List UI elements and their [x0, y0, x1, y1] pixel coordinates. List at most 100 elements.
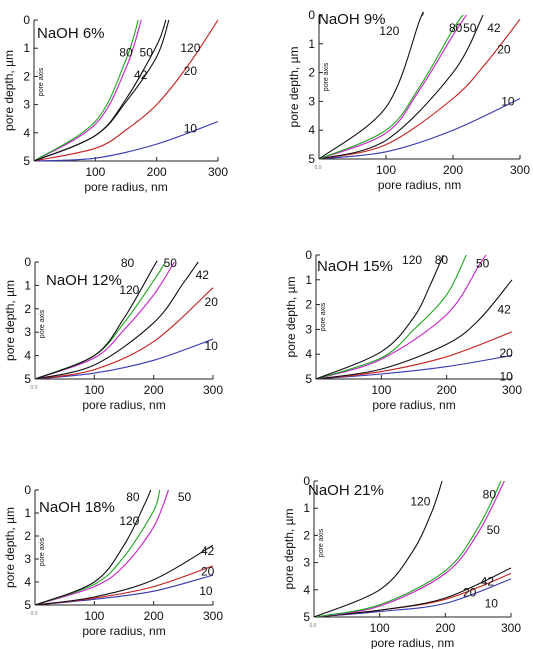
- x-axis-title: pore radius, nm: [82, 398, 165, 412]
- y-tick-label: 1: [303, 501, 310, 515]
- y-tick-label: 4: [24, 575, 31, 589]
- x-tick-label: 200: [435, 621, 455, 635]
- series-line-shadow: [34, 338, 214, 380]
- curve-label-42: 42: [134, 68, 148, 82]
- x-tick-label: 200: [144, 383, 164, 397]
- y-tick-label: 3: [24, 552, 31, 566]
- y-tick-label: 0: [23, 13, 30, 27]
- axis-note: pore axis: [38, 67, 45, 96]
- curve-label-50: 50: [164, 256, 178, 270]
- series-line-10: [315, 354, 513, 380]
- y-axis-title: pore depth, µm: [3, 507, 17, 588]
- curve-label-50: 50: [178, 490, 192, 504]
- x-tick-label: 100: [371, 383, 391, 397]
- x-tick-label: 300: [502, 383, 522, 397]
- chart-panel-2: 0 1 2 3 4 5 100 200 300 0.0 pore radius, nm pore de…: [287, 8, 530, 192]
- series-line-42: [313, 567, 512, 618]
- series-line-50: [318, 14, 467, 160]
- panel-title: NaOH 21%: [308, 482, 384, 499]
- curve-label-120: 120: [180, 41, 200, 55]
- y-tick-label: 1: [24, 278, 31, 292]
- series-line-80: [313, 480, 502, 618]
- x-tick-label: 300: [510, 163, 530, 177]
- y-tick-label: 1: [308, 37, 315, 51]
- series-line-20: [34, 287, 214, 380]
- chart-panel-1: 0 1 2 3 4 5 100 200 300 pore radius, nm pore depth…: [2, 13, 228, 194]
- series-line-120: [34, 260, 158, 380]
- series-line-50: [34, 489, 170, 606]
- y-tick-label: 4: [23, 126, 30, 140]
- curve-label-20: 20: [463, 586, 477, 600]
- series-line-42: [34, 544, 214, 606]
- x-tick-label: 100: [84, 383, 104, 397]
- x-tick-label: 300: [501, 621, 521, 635]
- series-line-120: [33, 19, 167, 162]
- y-tick-label: 1: [305, 273, 312, 287]
- y-axis-title: pore depth, µm: [2, 50, 16, 131]
- x-tick-label: 300: [203, 383, 223, 397]
- curve-label-10: 10: [501, 94, 515, 108]
- x-tick-label: 100: [376, 163, 396, 177]
- x-axis-title: pore radius, nm: [378, 178, 461, 192]
- series-line-shadow: [34, 565, 214, 606]
- curve-label-10: 10: [199, 584, 213, 598]
- series-line-20: [318, 18, 521, 160]
- series-line-20: [315, 331, 513, 380]
- y-tick-label: 4: [303, 583, 310, 597]
- curve-label-42: 42: [497, 303, 511, 317]
- curve-label-10: 10: [485, 596, 499, 610]
- curve-label-80: 80: [449, 21, 463, 35]
- x-tick-label: 200: [147, 165, 167, 179]
- x-axis-title: pore radius, nm: [84, 180, 167, 194]
- y-tick-label: 4: [308, 123, 315, 137]
- y-tick-label: 4: [305, 347, 312, 361]
- x-tick-label: 200: [144, 609, 164, 623]
- panel-title: NaOH 6%: [37, 25, 105, 42]
- y-tick-label: 5: [308, 152, 315, 166]
- y-tick-label: 2: [305, 298, 312, 312]
- series-line-120: [34, 489, 152, 606]
- curve-label-80: 80: [126, 490, 140, 504]
- series-line-10: [34, 338, 214, 380]
- x-axis-title: pore radius, nm: [372, 398, 455, 412]
- y-tick-label: 2: [24, 302, 31, 316]
- y-tick-label: 5: [24, 598, 31, 612]
- origin-tick-label: 0.0: [31, 611, 38, 617]
- x-axis-title: pore radius, nm: [371, 636, 454, 649]
- curve-label-10: 10: [499, 370, 513, 384]
- series-line-20: [33, 19, 219, 162]
- curve-label-10: 10: [205, 339, 219, 353]
- axis-note: pore axis: [39, 309, 46, 338]
- x-tick-label: 100: [85, 165, 105, 179]
- series-line-50: [315, 254, 487, 380]
- curve-label-50: 50: [476, 257, 490, 271]
- y-axis-title: pore depth, µm: [284, 277, 298, 358]
- chart-panel-4: 0 1 2 3 4 5 100 200 300 pore radius, nm pore depth…: [284, 248, 522, 412]
- x-tick-label: 100: [84, 609, 104, 623]
- y-tick-label: 3: [303, 556, 310, 570]
- series-line-42: [34, 261, 199, 380]
- y-tick-label: 5: [305, 372, 312, 386]
- curve-label-42: 42: [196, 268, 210, 282]
- y-tick-label: 4: [24, 349, 31, 363]
- y-tick-label: 1: [24, 506, 31, 520]
- series-line-42: [318, 14, 484, 160]
- curve-label-80: 80: [121, 256, 135, 270]
- series-line-120: [318, 11, 424, 160]
- series-line-10: [318, 98, 521, 160]
- curve-label-120: 120: [119, 283, 139, 297]
- curve-label-20: 20: [205, 295, 219, 309]
- chart-panel-5: 0 1 2 3 4 5 100 200 300 0.0 pore radius, nm pore de…: [3, 483, 223, 638]
- curve-label-20: 20: [184, 64, 198, 78]
- x-tick-label: 200: [437, 383, 457, 397]
- curve-label-80: 80: [119, 45, 133, 59]
- panel-title: NaOH 15%: [317, 258, 393, 275]
- panel-title: NaOH 12%: [46, 272, 122, 289]
- x-tick-label: 300: [203, 609, 223, 623]
- y-tick-label: 0: [303, 474, 310, 488]
- curve-label-120: 120: [379, 24, 399, 38]
- axis-note: pore axis: [323, 62, 330, 91]
- x-axis-title: pore radius, nm: [82, 624, 165, 638]
- y-tick-label: 2: [23, 69, 30, 83]
- curve-label-20: 20: [497, 43, 511, 57]
